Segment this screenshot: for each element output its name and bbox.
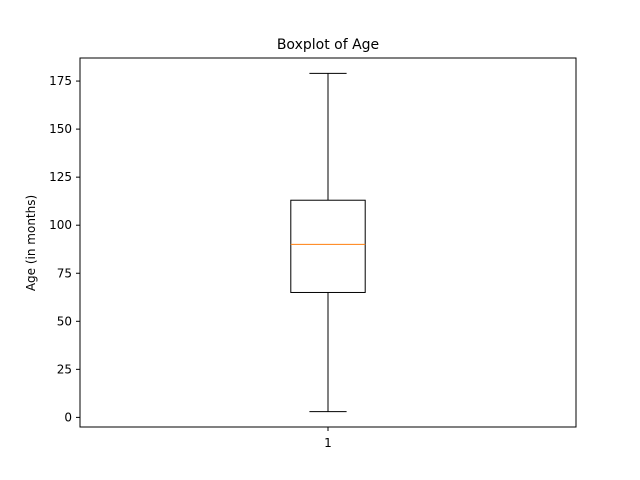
y-tick-label: 50 xyxy=(57,314,72,328)
y-tick-label: 75 xyxy=(57,266,72,280)
y-tick-label: 25 xyxy=(57,362,72,376)
x-tick-label: 1 xyxy=(324,436,332,450)
y-tick-label: 125 xyxy=(49,170,72,184)
iqr-box xyxy=(290,199,366,293)
y-tick-label: 100 xyxy=(49,218,72,232)
y-axis-label: Age (in months) xyxy=(24,195,38,291)
plot-frame xyxy=(79,57,577,428)
chart-title: Boxplot of Age xyxy=(277,37,379,53)
y-tick-label: 150 xyxy=(49,122,72,136)
y-tick-label: 175 xyxy=(49,74,72,88)
y-tick-label: 0 xyxy=(64,410,72,424)
